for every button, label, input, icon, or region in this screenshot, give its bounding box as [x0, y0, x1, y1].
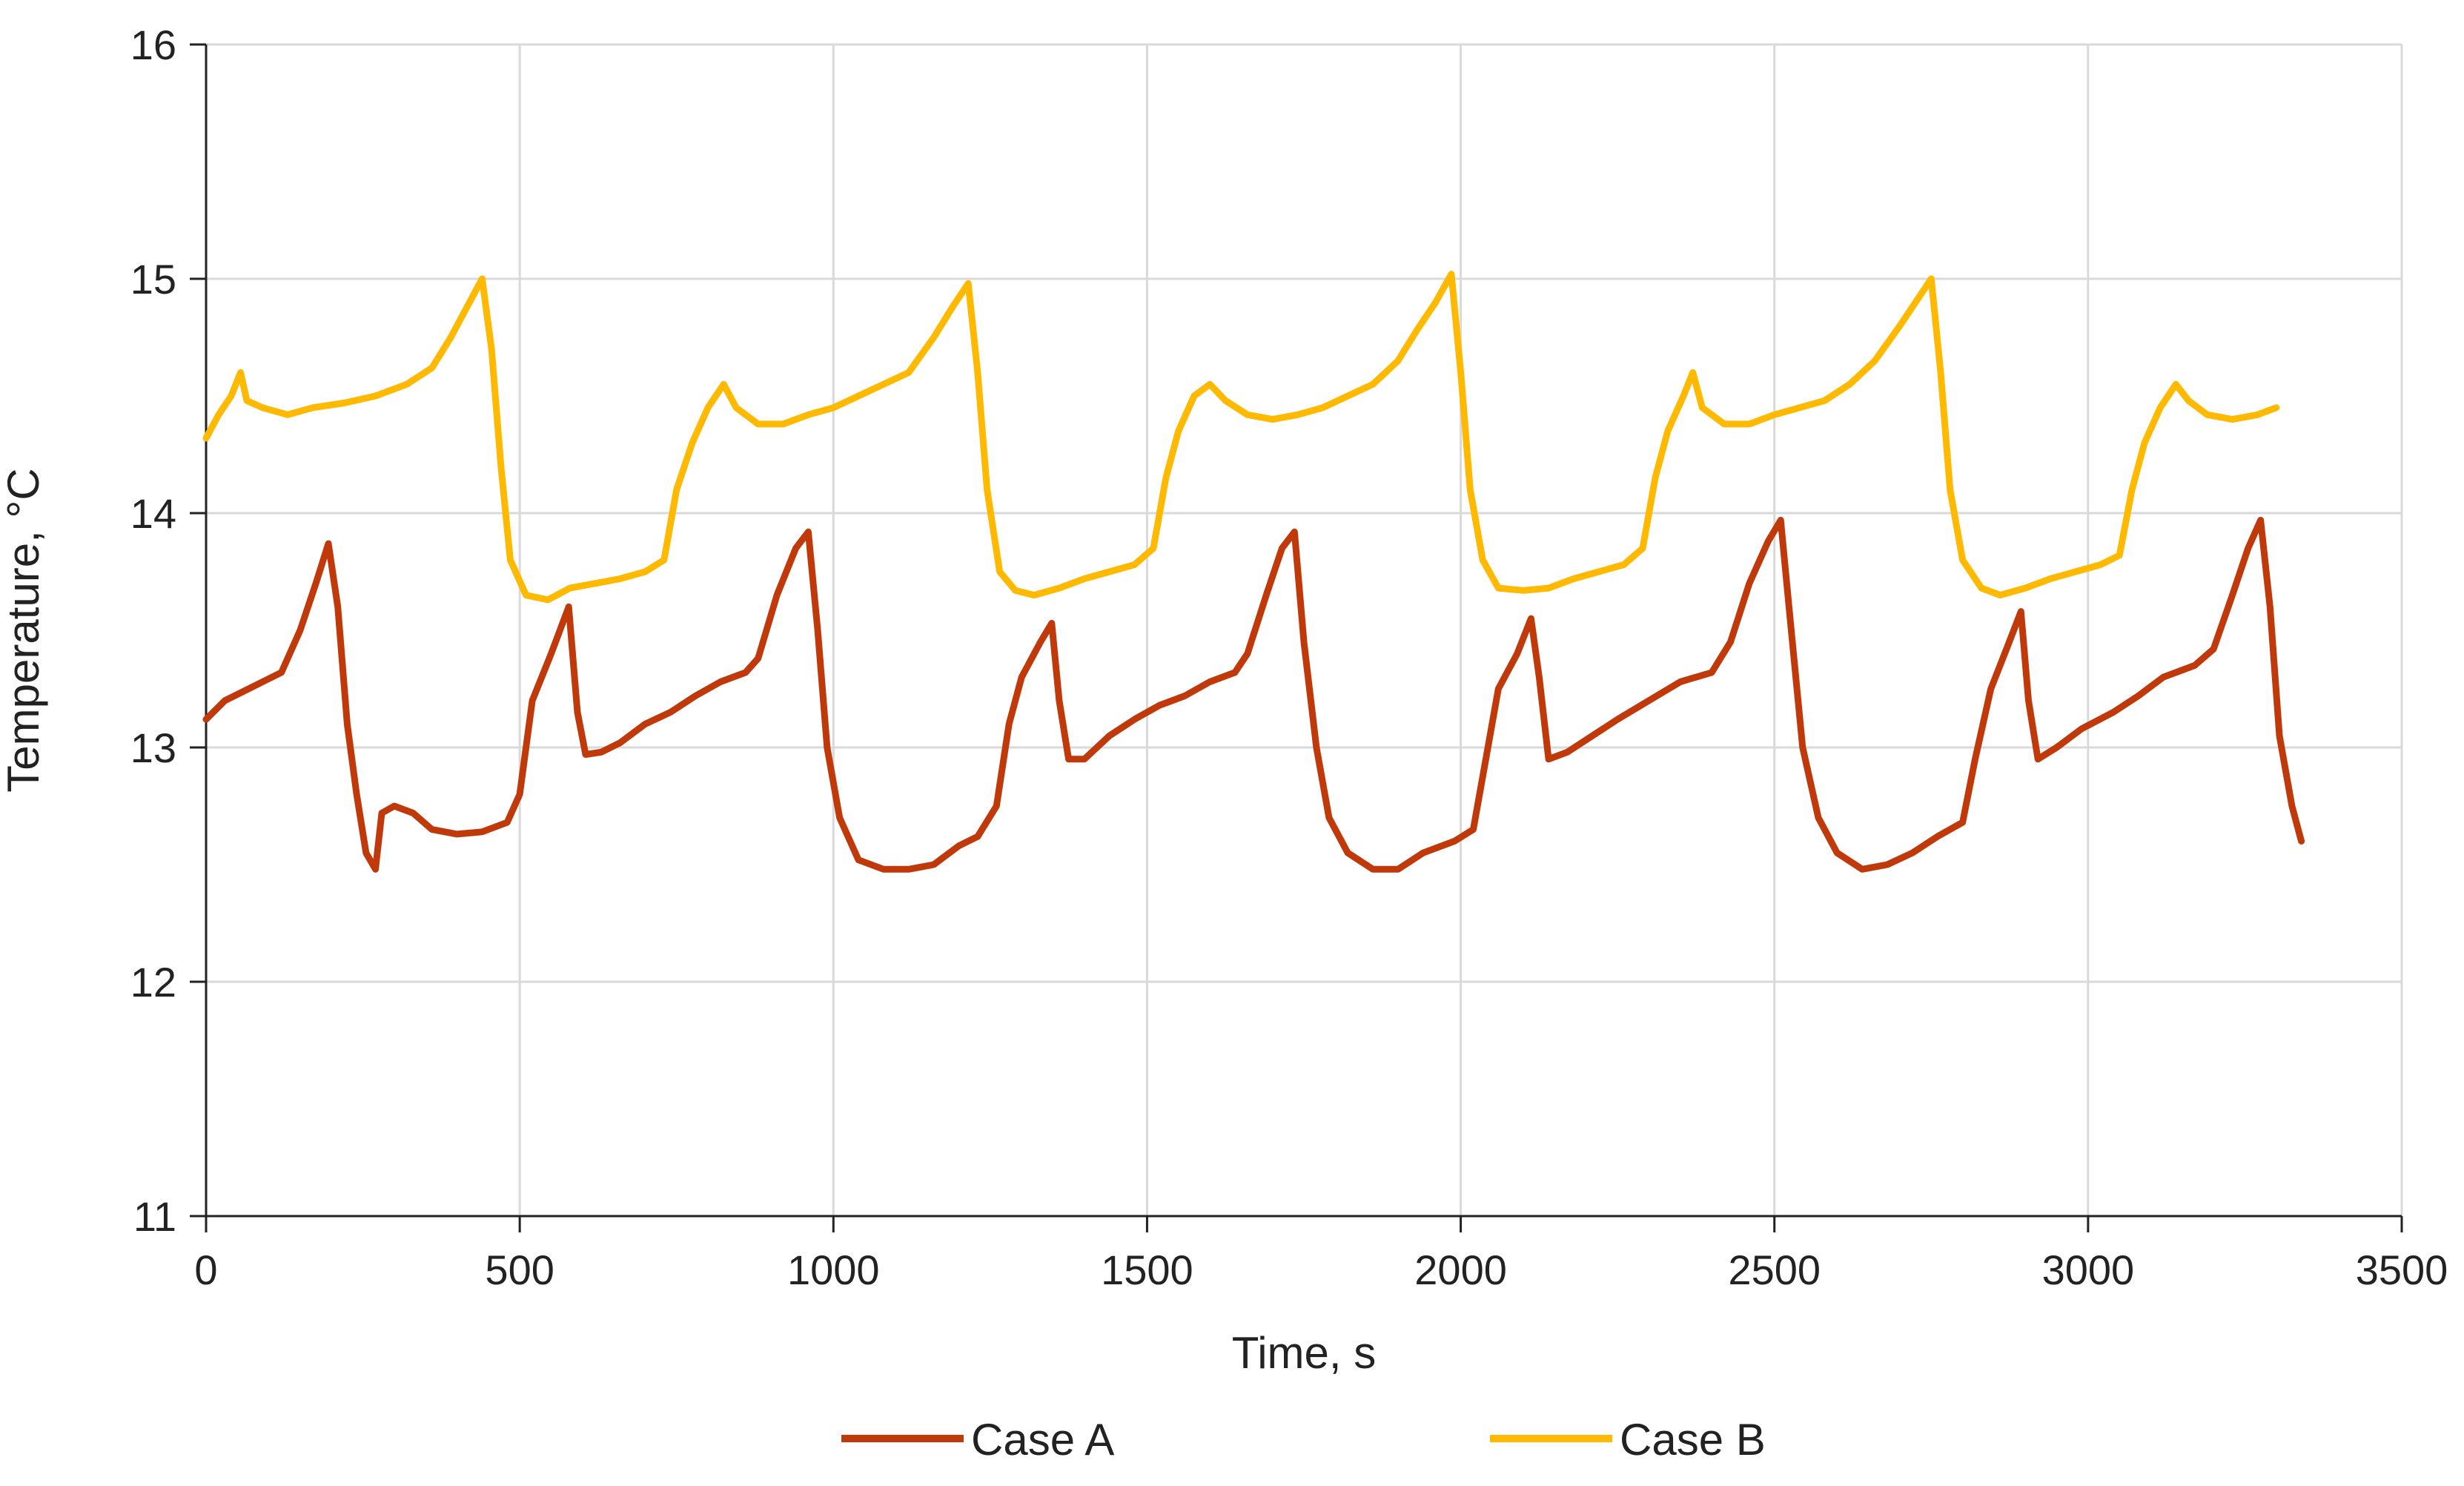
x-tick-label: 1000 — [787, 1246, 880, 1293]
x-tick-label: 2500 — [1728, 1246, 1821, 1293]
x-axis-title: Time, s — [1232, 1328, 1376, 1378]
series-line-case-a — [202, 517, 2305, 873]
y-axis-title: Temperature, °C — [0, 468, 48, 793]
legend-label-case-b: Case B — [1620, 1415, 1766, 1464]
y-tick-label: 12 — [130, 959, 176, 1005]
tick-labels: 11 12 13 14 15 16 0 500 1000 1500 2000 2500 3000 3500 — [130, 22, 2448, 1293]
axes — [190, 43, 2403, 1232]
x-tick-label: 0 — [194, 1246, 217, 1293]
y-tick-label: 11 — [133, 1193, 176, 1240]
y-tick-label: 13 — [130, 724, 176, 771]
y-tick-label: 14 — [130, 490, 176, 537]
gridlines — [206, 43, 2403, 1216]
legend: Case A Case B — [841, 1415, 1766, 1464]
y-tick-label: 16 — [130, 22, 176, 68]
x-tick-label: 3500 — [2356, 1246, 2448, 1293]
x-tick-label: 1500 — [1101, 1246, 1193, 1293]
series-line-case-b — [202, 271, 2280, 604]
legend-label-case-a: Case A — [971, 1415, 1114, 1464]
x-tick-label: 500 — [485, 1246, 554, 1293]
series-lines — [202, 271, 2305, 873]
x-tick-label: 2000 — [1414, 1246, 1507, 1293]
x-tick-label: 3000 — [2042, 1246, 2135, 1293]
y-tick-label: 15 — [130, 256, 176, 303]
